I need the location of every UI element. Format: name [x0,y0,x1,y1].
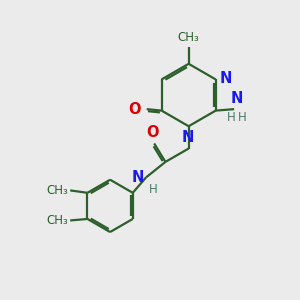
Text: N: N [182,130,194,146]
Text: H: H [227,111,236,124]
Text: H: H [238,111,247,124]
Text: N: N [131,170,144,185]
Text: O: O [146,125,159,140]
Text: CH₃: CH₃ [46,214,68,227]
Text: N: N [231,91,243,106]
Text: CH₃: CH₃ [178,32,200,44]
Text: N: N [220,71,232,86]
Text: H: H [148,183,157,196]
Text: CH₃: CH₃ [46,184,68,197]
Text: O: O [128,102,141,117]
